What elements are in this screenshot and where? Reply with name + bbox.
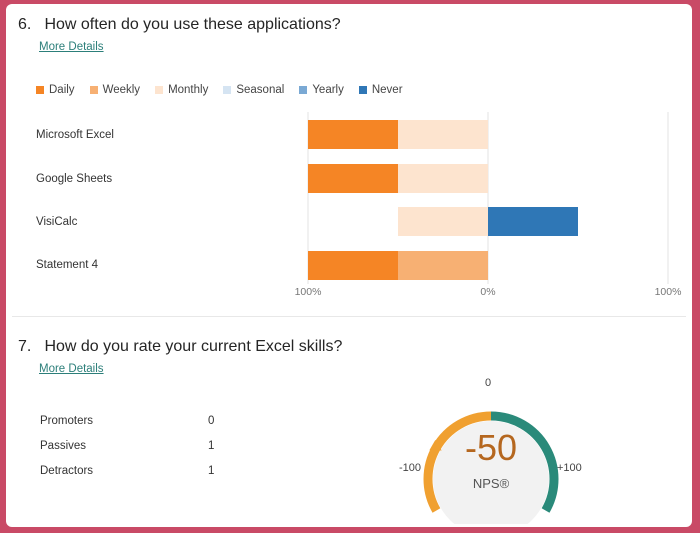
bar-visicalc-monthly (398, 207, 488, 236)
nps-score-pointer (429, 439, 442, 451)
question-6-text: How often do you use these applications? (44, 16, 341, 33)
bar-microsoft-excel-daily (308, 120, 398, 149)
legend-swatch-monthly (155, 86, 164, 94)
frequency-bar-chart: 100% 0% 100% (295, 112, 682, 298)
nps-score: -50 (464, 427, 518, 468)
legend-item-yearly[interactable]: Yearly (299, 84, 344, 96)
nps-min-label: -100 (399, 462, 422, 474)
legend-label-daily: Daily (49, 84, 75, 96)
promoters-label: Promoters (40, 415, 94, 427)
nps-gauge (423, 411, 559, 524)
legend-label-yearly: Yearly (312, 84, 344, 96)
section-divider (12, 316, 686, 317)
question-6-more-details-link[interactable]: More Details (39, 41, 104, 53)
row-label-visicalc: VisiCalc (36, 216, 78, 228)
question-7-more-details-link[interactable]: More Details (39, 363, 104, 375)
legend-item-daily[interactable]: Daily (36, 84, 75, 96)
x-tick-label-2: 100% (655, 286, 682, 298)
bar-google-sheets-daily (308, 164, 398, 193)
legend-item-seasonal[interactable]: Seasonal (223, 84, 284, 96)
question-6-title: 6. How often do you use these applicatio… (18, 16, 341, 34)
legend-label-weekly: Weekly (102, 84, 141, 96)
legend-label-monthly: Monthly (168, 84, 209, 96)
question-7-number: 7. (18, 338, 32, 355)
legend-swatch-yearly (299, 86, 308, 94)
nps-caption: NPS® (472, 476, 510, 491)
bar-microsoft-excel-monthly (398, 120, 488, 149)
passives-count: 1 (208, 440, 215, 452)
survey-results-card: 6. How often do you use these applicatio… (6, 4, 692, 527)
row-label-microsoft-excel: Microsoft Excel (36, 129, 114, 141)
detractors-count: 1 (208, 465, 215, 477)
chart-legend: Daily Weekly Monthly Seasonal Yearly Nev… (36, 84, 418, 96)
legend-item-never[interactable]: Never (358, 84, 403, 96)
bar-statement-4-daily (308, 251, 398, 280)
legend-item-monthly[interactable]: Monthly (155, 84, 208, 96)
detractors-label: Detractors (40, 465, 94, 477)
question-6-number: 6. (18, 16, 32, 33)
promoters-count: 0 (208, 415, 215, 427)
x-tick-label-0: 100% (295, 286, 322, 298)
legend-swatch-seasonal (223, 86, 232, 94)
row-label-statement-4: Statement 4 (36, 259, 99, 271)
row-label-google-sheets: Google Sheets (36, 173, 113, 185)
bar-google-sheets-monthly (398, 164, 488, 193)
legend-swatch-never (358, 86, 367, 94)
x-tick-label-1: 0% (480, 286, 495, 298)
question-7-text: How do you rate your current Excel skill… (44, 338, 343, 355)
nps-positive-arc (490, 411, 559, 513)
legend-swatch-daily (36, 86, 44, 94)
legend-label-never: Never (371, 84, 403, 96)
bar-statement-4-weekly (398, 251, 488, 280)
legend-swatch-weekly (89, 86, 98, 94)
legend-item-weekly[interactable]: Weekly (89, 84, 141, 96)
bar-visicalc-never (488, 207, 578, 236)
question-7-title: 7. How do you rate your current Excel sk… (18, 338, 342, 356)
nps-max-label: +100 (557, 462, 582, 474)
passives-label: Passives (40, 440, 87, 452)
legend-label-seasonal: Seasonal (236, 84, 285, 96)
nps-mid-label: 0 (485, 377, 492, 389)
nps-gauge-face (433, 421, 549, 524)
